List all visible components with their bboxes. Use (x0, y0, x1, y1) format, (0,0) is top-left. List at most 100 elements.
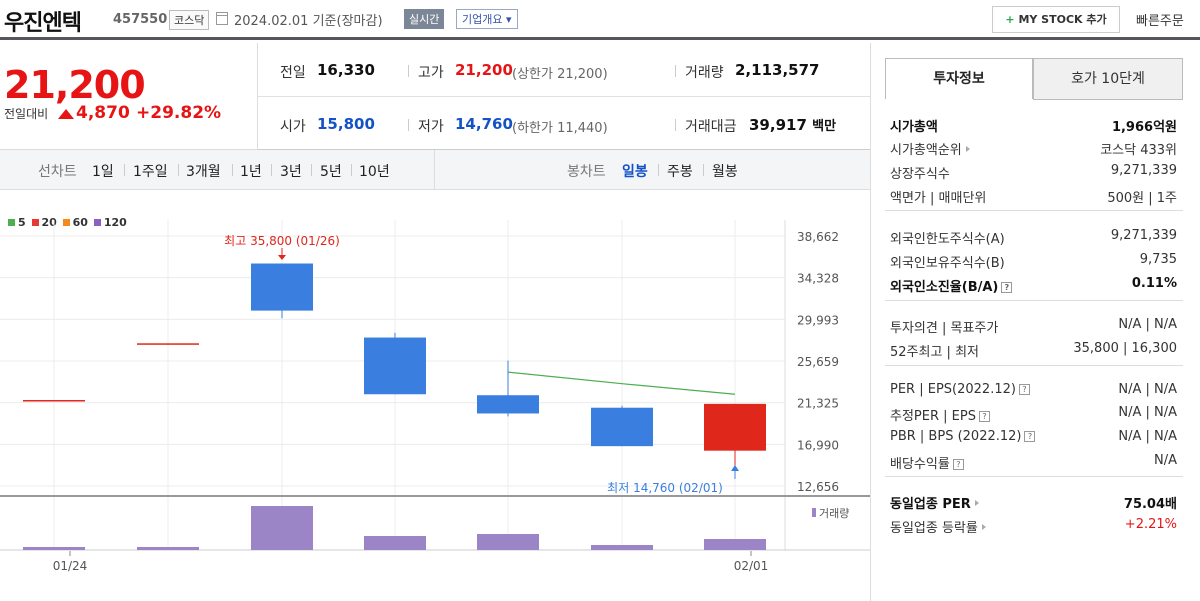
upper-limit: (상한가 21,200) (512, 67, 608, 82)
y-tick-label: 25,659 (797, 355, 839, 369)
x-tick-label: 02/01 (734, 559, 769, 573)
base-date: 2024.02.01 기준(장마감) (234, 14, 383, 29)
invest-row[interactable]: PER | EPS(2022.12)? N/A | N/A (890, 382, 1177, 400)
invest-row[interactable]: 추정PER | EPS? N/A | N/A (890, 405, 1177, 424)
triangle-right-icon[interactable] (965, 146, 970, 152)
invest-row-label: 추정PER | EPS? (890, 405, 990, 424)
invest-row: 투자의견 | 목표주가 N/A | N/A (890, 317, 1177, 336)
period-5y[interactable]: 5년 (320, 164, 342, 180)
period-3m[interactable]: 3개월 (186, 164, 221, 180)
add-mystock-button[interactable]: + MY STOCK 추가 (992, 6, 1120, 33)
volume-bar (591, 545, 653, 550)
period-1y[interactable]: 1년 (240, 164, 262, 180)
invest-row-label: 동일업종 등락률 (890, 517, 986, 536)
price-diff: 4,870 (58, 103, 130, 123)
candle-body (704, 403, 766, 451)
period-1w[interactable]: 1주일 (133, 164, 168, 180)
x-tick-label: 01/24 (53, 559, 88, 573)
invest-row-label: 배당수익률? (890, 453, 964, 472)
volume-bar (364, 536, 426, 550)
invest-row-value: 9,735 (1139, 252, 1177, 267)
volume-bar (137, 547, 199, 550)
invest-row: 외국인보유주식수(B) 9,735 (890, 252, 1177, 271)
period-3y[interactable]: 3년 (280, 164, 302, 180)
legend-20: 20 (41, 216, 57, 229)
candle-body (477, 395, 539, 414)
y-tick-label: 12,656 (797, 480, 839, 494)
volume-legend: 거래량 (819, 507, 849, 520)
invest-row-label: 투자의견 | 목표주가 (890, 321, 999, 336)
help-icon[interactable]: ? (1001, 282, 1013, 293)
candle-chart[interactable]: 38,662 34,328 29,993 25,659 21,325 16,990 12,6… (0, 190, 870, 601)
min-arrow-head (731, 465, 739, 471)
y-tick-label: 38,662 (797, 230, 839, 244)
price-stats (258, 43, 870, 150)
period-1d[interactable]: 1일 (92, 164, 114, 180)
prev-label: 전일 (280, 65, 306, 81)
price-summary: 21,200 전일대비 4,870 +29.82% (0, 43, 258, 150)
invest-row-value: N/A | N/A (1118, 405, 1177, 420)
candle-monthly[interactable]: 월봉 (712, 164, 738, 180)
invest-row[interactable]: 배당수익률? N/A (890, 453, 1177, 472)
invest-row[interactable]: 동일업종 PER 75.04배 (890, 493, 1177, 512)
help-icon[interactable]: ? (978, 411, 990, 422)
y-tick-label: 16,990 (797, 438, 839, 452)
tab-invest-info[interactable]: 투자정보 (885, 58, 1033, 100)
section-divider (885, 210, 1183, 211)
legend-swatch-120 (93, 219, 101, 226)
invest-row[interactable]: PBR | BPS (2022.12)? N/A | N/A (890, 429, 1177, 447)
invest-row-value: N/A | N/A (1118, 317, 1177, 332)
legend-swatch-60 (62, 219, 70, 226)
high-value: 21,200 (455, 61, 513, 79)
invest-row[interactable]: 시가총액순위 코스닥 433위 (890, 139, 1177, 158)
invest-row-label: 액면가 | 매매단위 (890, 191, 987, 206)
volume-bar (477, 534, 539, 550)
invest-row-value: 35,800 | 16,300 (1073, 341, 1177, 356)
triangle-right-icon[interactable] (981, 524, 986, 530)
invest-row-label: 외국인한도주식수(A) (890, 232, 1005, 247)
invest-row: 상장주식수 9,271,339 (890, 163, 1177, 182)
invest-row-value: 500원 | 1주 (1107, 191, 1177, 206)
volume-legend-swatch (812, 508, 816, 517)
tab-orderbook[interactable]: 호가 10단계 (1033, 58, 1183, 100)
high-label: 고가 (418, 65, 444, 81)
candle-weekly[interactable]: 주봉 (667, 164, 693, 180)
invest-row-value: 75.04배 (1123, 497, 1177, 512)
candle-body (23, 400, 85, 402)
company-name: 우진엔텍 (4, 11, 82, 36)
invest-row-label: 외국인소진율(B/A)? (890, 276, 1013, 295)
y-tick-label: 29,993 (797, 313, 839, 327)
corp-overview-dropdown[interactable]: 기업개요 ▾ (456, 9, 518, 29)
invest-row: 시가총액 1,966억원 (890, 116, 1177, 135)
candle-body (591, 407, 653, 447)
invest-row[interactable]: 외국인소진율(B/A)? 0.11% (890, 276, 1177, 295)
invest-row[interactable]: 동일업종 등락률 +2.21% (890, 517, 1177, 536)
legend-60: 60 (72, 216, 88, 229)
candle-daily[interactable]: 일봉 (622, 164, 648, 180)
help-icon[interactable]: ? (1018, 384, 1030, 395)
invest-row-label: PER | EPS(2022.12)? (890, 382, 1030, 397)
invest-row-label: 52주최고 | 최저 (890, 345, 979, 360)
legend-swatch-5 (8, 219, 15, 226)
amount-label: 거래대금 (685, 119, 737, 135)
invest-row-value: 9,271,339 (1110, 163, 1177, 178)
quick-order-link[interactable]: 빠른주문 (1136, 14, 1184, 29)
volume-bar (23, 547, 85, 550)
realtime-button[interactable]: 실시간 (404, 9, 445, 29)
triangle-right-icon[interactable] (974, 500, 979, 506)
volume-label: 거래량 (685, 65, 724, 81)
calendar-icon (216, 12, 228, 25)
line-chart-label: 선차트 (38, 164, 77, 180)
plus-icon: + (1005, 13, 1015, 26)
help-icon[interactable]: ? (952, 459, 964, 470)
stock-code: 457550 (113, 12, 168, 27)
invest-row-label: 시가총액 (890, 120, 938, 135)
volume-bar (251, 506, 313, 550)
lower-limit: (하한가 11,440) (512, 121, 608, 136)
period-bar: 선차트 1일 1주일 3개월 1년 3년 5년 10년 봉차트 일봉 주봉 월봉 (0, 150, 870, 190)
invest-row-label: PBR | BPS (2022.12)? (890, 429, 1036, 444)
invest-info-panel (870, 43, 1200, 601)
help-icon[interactable]: ? (1024, 431, 1036, 442)
period-10y[interactable]: 10년 (359, 164, 390, 180)
up-arrow-icon (58, 109, 74, 119)
